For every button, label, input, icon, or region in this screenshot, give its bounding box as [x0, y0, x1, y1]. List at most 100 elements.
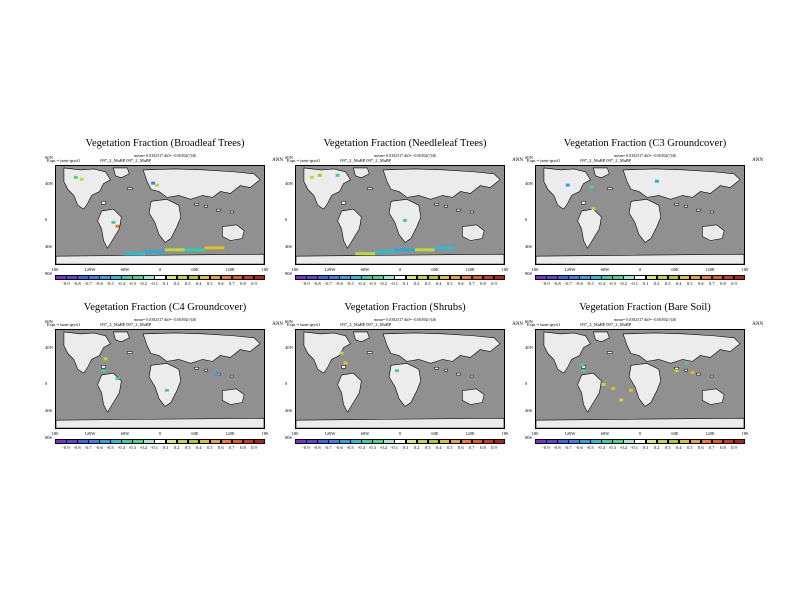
world-map [56, 330, 264, 428]
colorbar-swatch [667, 439, 680, 444]
vegetation-patch [619, 398, 624, 402]
colorbar-swatch [722, 439, 735, 444]
map-frame [535, 165, 745, 265]
island [216, 208, 221, 212]
vegetation-patch [145, 250, 165, 254]
colorbar-label: -0.5 [106, 281, 114, 286]
lat-label: 60N [285, 155, 293, 160]
lon-label: 120W [84, 431, 96, 436]
lat-label: 60N [45, 319, 53, 324]
lon-label: 120E [225, 267, 235, 272]
land-mass [296, 253, 504, 264]
colorbar-swatch [394, 439, 407, 444]
island [444, 368, 448, 372]
land-mass [337, 208, 362, 249]
colorbar-swatch [231, 439, 244, 444]
lat-label: 40S [45, 408, 53, 413]
expt-label: Expt = tamt-tpyti1 097_2_MaBP 097_2_MaBP [527, 158, 631, 163]
lon-label: 180 [51, 431, 59, 436]
colorbar-swatch [110, 275, 122, 280]
colorbar-label: 0.2 [413, 281, 420, 286]
lon-label: 60W [600, 431, 610, 436]
world-map [536, 330, 744, 428]
land-mass [382, 332, 501, 364]
island [101, 365, 106, 369]
colorbar-label: 0.7 [469, 445, 475, 450]
colorbar-swatch [187, 275, 200, 280]
lat-label: 40S [525, 244, 533, 249]
colorbar-label: 0.7 [709, 445, 715, 450]
island [230, 210, 234, 214]
colorbar-swatch [361, 275, 373, 280]
vegetation-patch [111, 220, 116, 224]
colorbar-label: -0.2 [619, 445, 627, 450]
colorbar-label: 0.6 [217, 281, 224, 286]
expt-id: 097_2_MaBP 097_2_MaBP [340, 322, 392, 327]
colorbar-label: -0.2 [619, 281, 627, 286]
colorbar-swatch [482, 275, 495, 280]
island [470, 210, 474, 214]
expt-id: 097_2_MaBP 097_2_MaBP [100, 158, 152, 163]
colorbar-swatch [306, 439, 318, 444]
colorbar-swatch [383, 439, 395, 444]
colorbar-swatch [460, 275, 473, 280]
colorbar-label: -0.2 [139, 281, 147, 286]
colorbar-label: 0.4 [195, 281, 202, 286]
colorbar-swatch [678, 275, 691, 280]
colorbar-label: 0.9 [731, 281, 737, 286]
land-mass [142, 332, 261, 364]
vegetation-patch [73, 175, 78, 179]
lat-label: 80S [285, 435, 293, 440]
colorbar-swatch [372, 275, 384, 280]
lon-label: 120W [564, 267, 576, 272]
colorbar-swatch [656, 275, 669, 280]
land-mass [97, 208, 122, 249]
colorbar-swatch [55, 275, 67, 280]
colorbar-label: -0.4 [117, 445, 125, 450]
island [456, 372, 461, 376]
expt-id: 097_2_MaBP 097_2_MaBP [580, 158, 632, 163]
lon-label: 180 [501, 267, 509, 272]
land-mass [536, 253, 744, 264]
colorbar-swatch [66, 439, 78, 444]
colorbar-swatch [733, 275, 746, 280]
panel-subtitle: mean= 0.0392317 diff= -0.00392(?)40 [374, 153, 436, 158]
lat-label: 0 [525, 217, 528, 222]
colorbar-label: -0.3 [608, 445, 616, 450]
land-mass [622, 332, 741, 364]
colorbar-swatch [99, 275, 111, 280]
lon-label: 60E [671, 431, 679, 436]
land-mass [543, 167, 591, 210]
colorbar-label: 0.5 [686, 445, 693, 450]
expt-label: Expt = tamt-tpyti1 097_2_MaBP 097_2_MaBP [47, 158, 151, 163]
expt-text: Expt = tamt-tpyti1 [527, 158, 561, 163]
colorbar-swatch [187, 439, 200, 444]
colorbar-label: -0.7 [84, 281, 92, 286]
panel-title: Vegetation Fraction (Needleleaf Trees) [323, 138, 487, 149]
colorbar-swatch [568, 439, 580, 444]
colorbar-label: -0.5 [586, 445, 594, 450]
colorbar-label: -0.6 [575, 281, 583, 286]
colorbar-swatch [568, 275, 580, 280]
land-mass [353, 331, 370, 343]
colorbar-swatch [154, 275, 167, 280]
colorbar-label: 0.5 [686, 281, 693, 286]
lat-label: 0 [525, 381, 528, 386]
lat-label: 0 [45, 217, 48, 222]
panel-title: Vegetation Fraction (Broadleaf Trees) [85, 138, 245, 149]
colorbar-swatch [579, 275, 591, 280]
lon-label: 180 [291, 431, 299, 436]
lat-label: 60N [45, 155, 53, 160]
vegetation-patch [125, 252, 146, 256]
land-mass [628, 199, 662, 243]
season-label: ANN [512, 322, 523, 327]
colorbar-swatch [88, 275, 100, 280]
expt-text: Expt = tamt-tpyti1 [287, 158, 321, 163]
colorbar: -0.9 -0.8 -0.7 -0.6 -0.5 -0.4 -0.3 -0.2 -0.1 0.1 0… [45, 439, 285, 451]
colorbar-swatch [438, 439, 451, 444]
colorbar-swatch [66, 275, 78, 280]
colorbar-label: 0.2 [653, 445, 660, 450]
vegetation-patch [581, 369, 586, 373]
colorbar-swatch [656, 439, 669, 444]
island [581, 201, 586, 205]
